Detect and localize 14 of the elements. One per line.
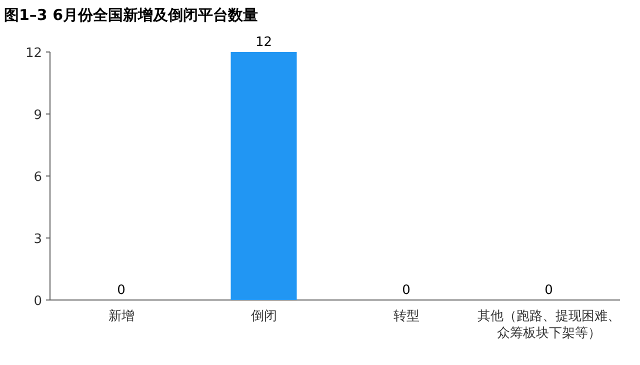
y-tick-label: 3 [34,232,42,247]
x-tick-label: 新增 [108,309,134,324]
data-label: 0 [402,283,410,298]
data-label: 0 [544,283,553,298]
x-tick-label: 转型 [393,309,420,324]
x-tick-label: 倒闭 [250,309,277,324]
data-label: 12 [255,35,272,50]
chart-title: 图1–3 6月份全国新增及倒闭平台数量 [4,6,258,24]
x-tick-label: 其他（跑路、提现困难、众筹板块下架等） [477,309,620,341]
y-tick-label: 12 [25,46,42,61]
y-tick-label: 9 [34,108,42,123]
y-tick-label: 6 [34,170,42,185]
data-label: 0 [117,283,126,298]
y-tick-label: 0 [34,294,42,309]
